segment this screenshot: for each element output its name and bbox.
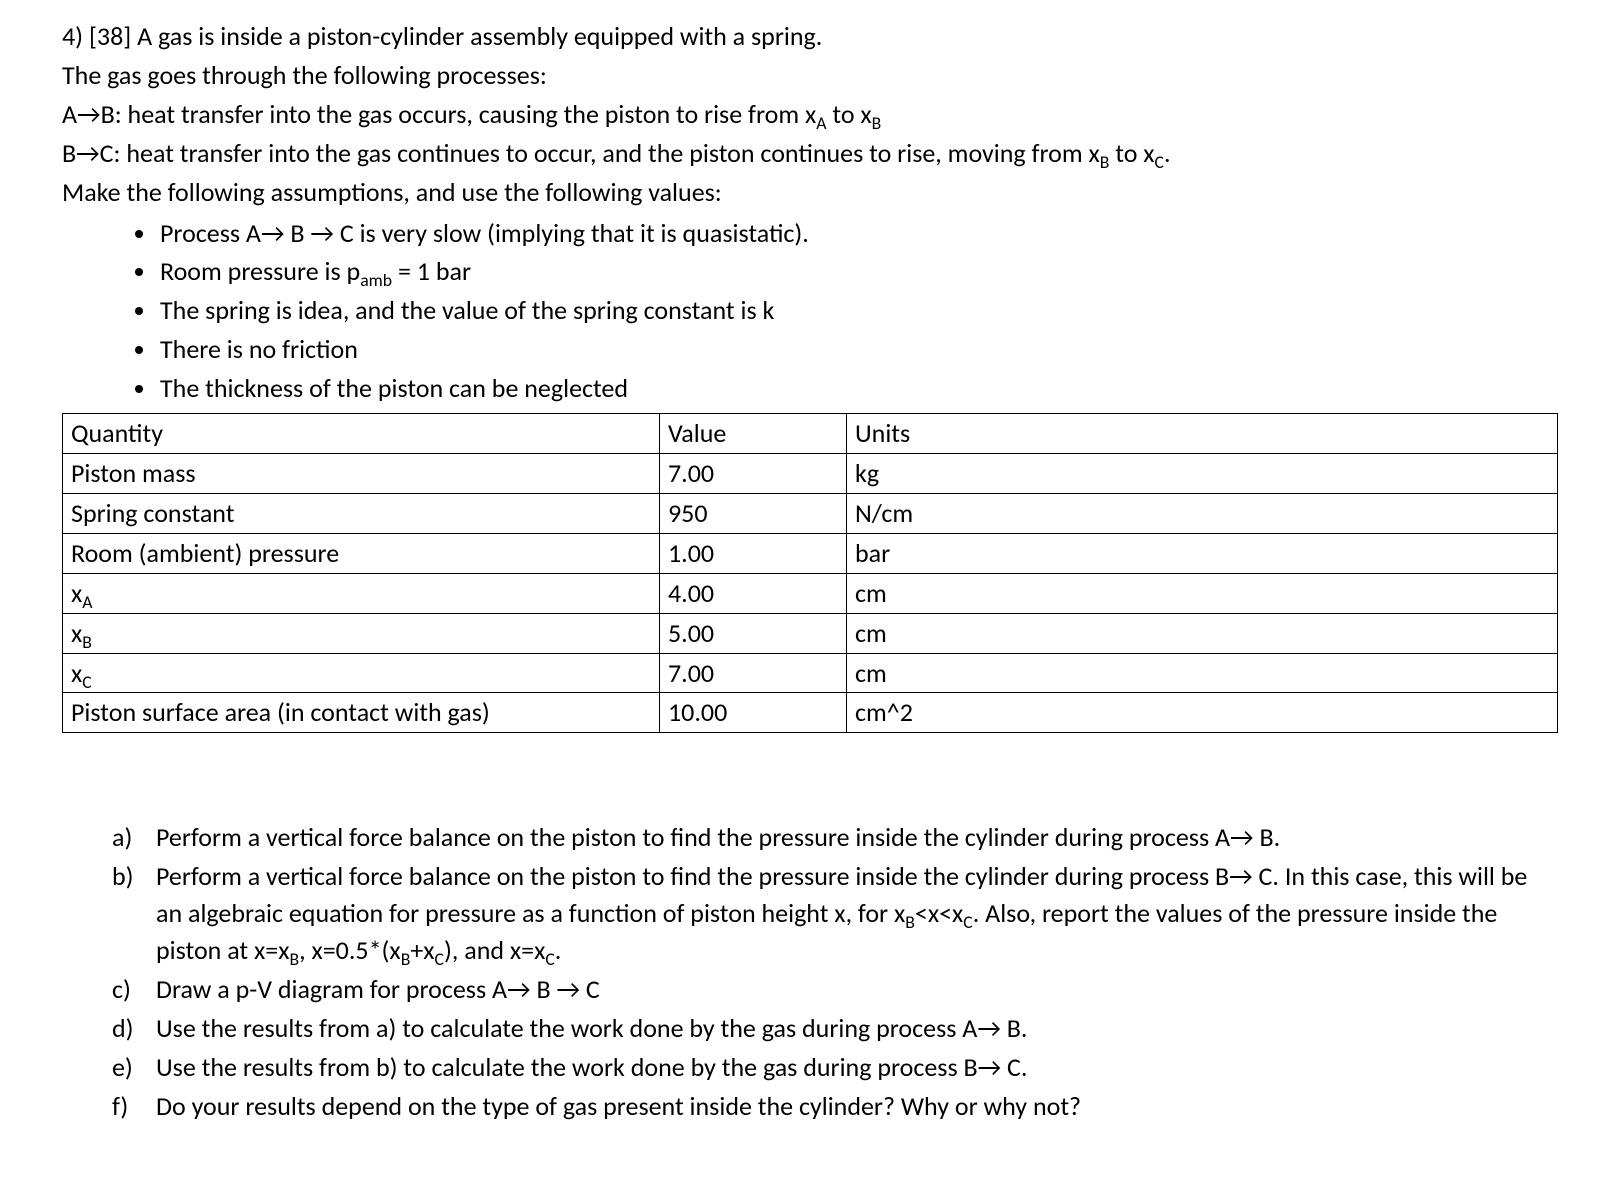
subpart-text: Draw a p-V diagram for process A→ B → C <box>156 971 1558 1008</box>
problem-statement: 4) [38] A gas is inside a piston-cylinde… <box>62 18 1558 407</box>
bullet-pamb-post: = 1 bar <box>392 255 471 287</box>
cell-value: 7.00 <box>660 653 847 693</box>
process-a-b: A→B: heat transfer into the gas occurs, … <box>62 96 1558 133</box>
subpart-label: b) <box>112 858 156 895</box>
subpart-label: a) <box>112 819 156 856</box>
assumption-item: The spring is idea, and the value of the… <box>158 292 1558 329</box>
subparts: a)Perform a vertical force balance on th… <box>62 819 1558 1124</box>
cell-quantity: Spring constant <box>63 493 660 533</box>
table-row: Piston mass7.00kg <box>63 453 1558 493</box>
subpart-row: c)Draw a p-V diagram for process A→ B → … <box>62 971 1558 1008</box>
header-line: 4) [38] A gas is inside a piston-cylinde… <box>62 18 1558 55</box>
th-units: Units <box>847 414 1558 454</box>
cell-units: cm <box>847 653 1558 693</box>
table-row: xC7.00cm <box>63 653 1558 693</box>
table-header-row: Quantity Value Units <box>63 414 1558 454</box>
subpart-text: Use the results from b) to calculate the… <box>156 1049 1558 1086</box>
bullet-pamb-sub: amb <box>360 270 392 292</box>
table-row: Spring constant950N/cm <box>63 493 1558 533</box>
process-ab-mid: to x <box>826 98 871 130</box>
cell-quantity: xB <box>63 613 660 653</box>
assumption-item: Process A→ B → C is very slow (implying … <box>158 215 1558 252</box>
cell-units: bar <box>847 533 1558 573</box>
problem-page: 4) [38] A gas is inside a piston-cylinde… <box>0 0 1620 1178</box>
subpart-label: f) <box>112 1088 156 1125</box>
process-bc-sub1: B <box>1100 151 1110 173</box>
subpart-text: Use the results from a) to calculate the… <box>156 1010 1558 1047</box>
cell-quantity: Room (ambient) pressure <box>63 533 660 573</box>
subpart-text: Do your results depend on the type of ga… <box>156 1088 1558 1125</box>
th-quantity: Quantity <box>63 414 660 454</box>
table-body: Piston mass7.00kgSpring constant950N/cmR… <box>63 453 1558 732</box>
process-b-c: B→C: heat transfer into the gas continue… <box>62 135 1558 172</box>
cell-value: 1.00 <box>660 533 847 573</box>
cell-quantity: xC <box>63 653 660 693</box>
cell-quantity: Piston surface area (in contact with gas… <box>63 693 660 733</box>
cell-value: 950 <box>660 493 847 533</box>
subpart-row: a)Perform a vertical force balance on th… <box>62 819 1558 856</box>
assumptions-lead: Make the following assumptions, and use … <box>62 174 1558 211</box>
bullet-pamb-pre: Room pressure is p <box>160 255 360 287</box>
process-bc-sub2: C <box>1155 151 1164 173</box>
cell-value: 4.00 <box>660 573 847 613</box>
table-row: Piston surface area (in contact with gas… <box>63 693 1558 733</box>
table-row: xB5.00cm <box>63 613 1558 653</box>
cell-value: 10.00 <box>660 693 847 733</box>
processes-intro: The gas goes through the following proce… <box>62 57 1558 94</box>
subpart-text: Perform a vertical force balance on the … <box>156 858 1558 969</box>
subpart-row: f)Do your results depend on the type of … <box>62 1088 1558 1125</box>
assumption-item: Room pressure is pamb = 1 bar <box>158 253 1558 290</box>
values-table: Quantity Value Units Piston mass7.00kgSp… <box>62 413 1558 733</box>
subpart-label: d) <box>112 1010 156 1047</box>
process-ab-text: A→B: heat transfer into the gas occurs, … <box>62 98 816 130</box>
cell-units: N/cm <box>847 493 1558 533</box>
cell-value: 5.00 <box>660 613 847 653</box>
cell-units: cm <box>847 613 1558 653</box>
assumption-item: The thickness of the piston can be negle… <box>158 370 1558 407</box>
cell-units: cm^2 <box>847 693 1558 733</box>
th-value: Value <box>660 414 847 454</box>
cell-quantity: Piston mass <box>63 453 660 493</box>
cell-quantity: xA <box>63 573 660 613</box>
assumptions-list: Process A→ B → C is very slow (implying … <box>62 215 1558 408</box>
process-ab-sub1: A <box>816 112 826 134</box>
table-row: Room (ambient) pressure1.00bar <box>63 533 1558 573</box>
table-row: xA4.00cm <box>63 573 1558 613</box>
assumption-item: There is no friction <box>158 331 1558 368</box>
process-ab-sub2: B <box>872 112 882 134</box>
subpart-row: e)Use the results from b) to calculate t… <box>62 1049 1558 1086</box>
process-bc-text: B→C: heat transfer into the gas continue… <box>62 137 1100 169</box>
subpart-text: Perform a vertical force balance on the … <box>156 819 1558 856</box>
cell-units: cm <box>847 573 1558 613</box>
subpart-label: e) <box>112 1049 156 1086</box>
subpart-label: c) <box>112 971 156 1008</box>
subpart-row: d)Use the results from a) to calculate t… <box>62 1010 1558 1047</box>
process-bc-end: . <box>1164 137 1171 169</box>
cell-value: 7.00 <box>660 453 847 493</box>
process-bc-mid: to x <box>1109 137 1154 169</box>
cell-units: kg <box>847 453 1558 493</box>
subpart-row: b)Perform a vertical force balance on th… <box>62 858 1558 969</box>
